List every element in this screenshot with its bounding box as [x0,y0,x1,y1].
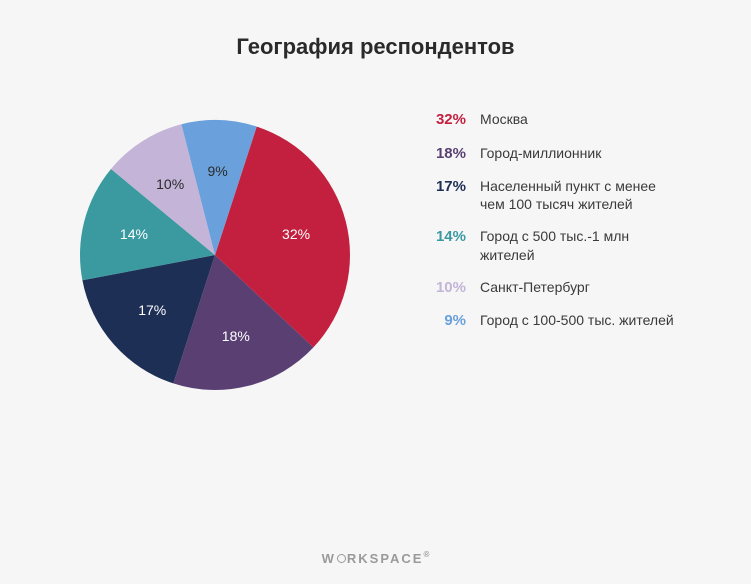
slice-pct-label: 10% [156,176,184,192]
legend-label: Город с 500 тыс.-1 млн жителей [466,227,676,263]
pie-chart: 32% 18% 17% 14% 10% 9% [50,90,380,420]
legend-row: 32%Москва [420,110,711,130]
slice-pct-label: 18% [222,328,250,344]
legend-label: Санкт-Петербург [466,278,590,296]
legend-pct: 18% [420,144,466,164]
legend-pct: 9% [420,311,466,331]
slice-pct-label: 14% [120,226,148,242]
legend-pct: 32% [420,110,466,130]
legend-label: Населенный пункт с менее чем 100 тысяч ж… [466,177,676,213]
legend-label: Город с 100-500 тыс. жителей [466,311,674,329]
legend-row: 10%Санкт-Петербург [420,278,711,298]
legend-pct: 14% [420,227,466,247]
slice-pct-label: 9% [208,163,228,179]
legend-label: Город-миллионник [466,144,601,162]
slice-pct-label: 17% [138,302,166,318]
chart-content: 32%18%17%14%10%9% 32%Москва18%Город-милл… [0,60,751,420]
footer-brand: WRKSPACE® [0,550,751,566]
legend-row: 9%Город с 100-500 тыс. жителей [420,311,711,331]
legend-row: 14%Город с 500 тыс.-1 млн жителей [420,227,711,263]
legend-row: 17%Населенный пункт с менее чем 100 тыся… [420,177,711,213]
legend-pct: 10% [420,278,466,298]
slice-pct-label: 32% [282,226,310,242]
chart-title: География респондентов [0,0,751,60]
legend-label: Москва [466,110,528,128]
legend-pct: 17% [420,177,466,197]
legend: 32%Москва18%Город-миллионник17%Населенны… [380,90,711,345]
legend-row: 18%Город-миллионник [420,144,711,164]
